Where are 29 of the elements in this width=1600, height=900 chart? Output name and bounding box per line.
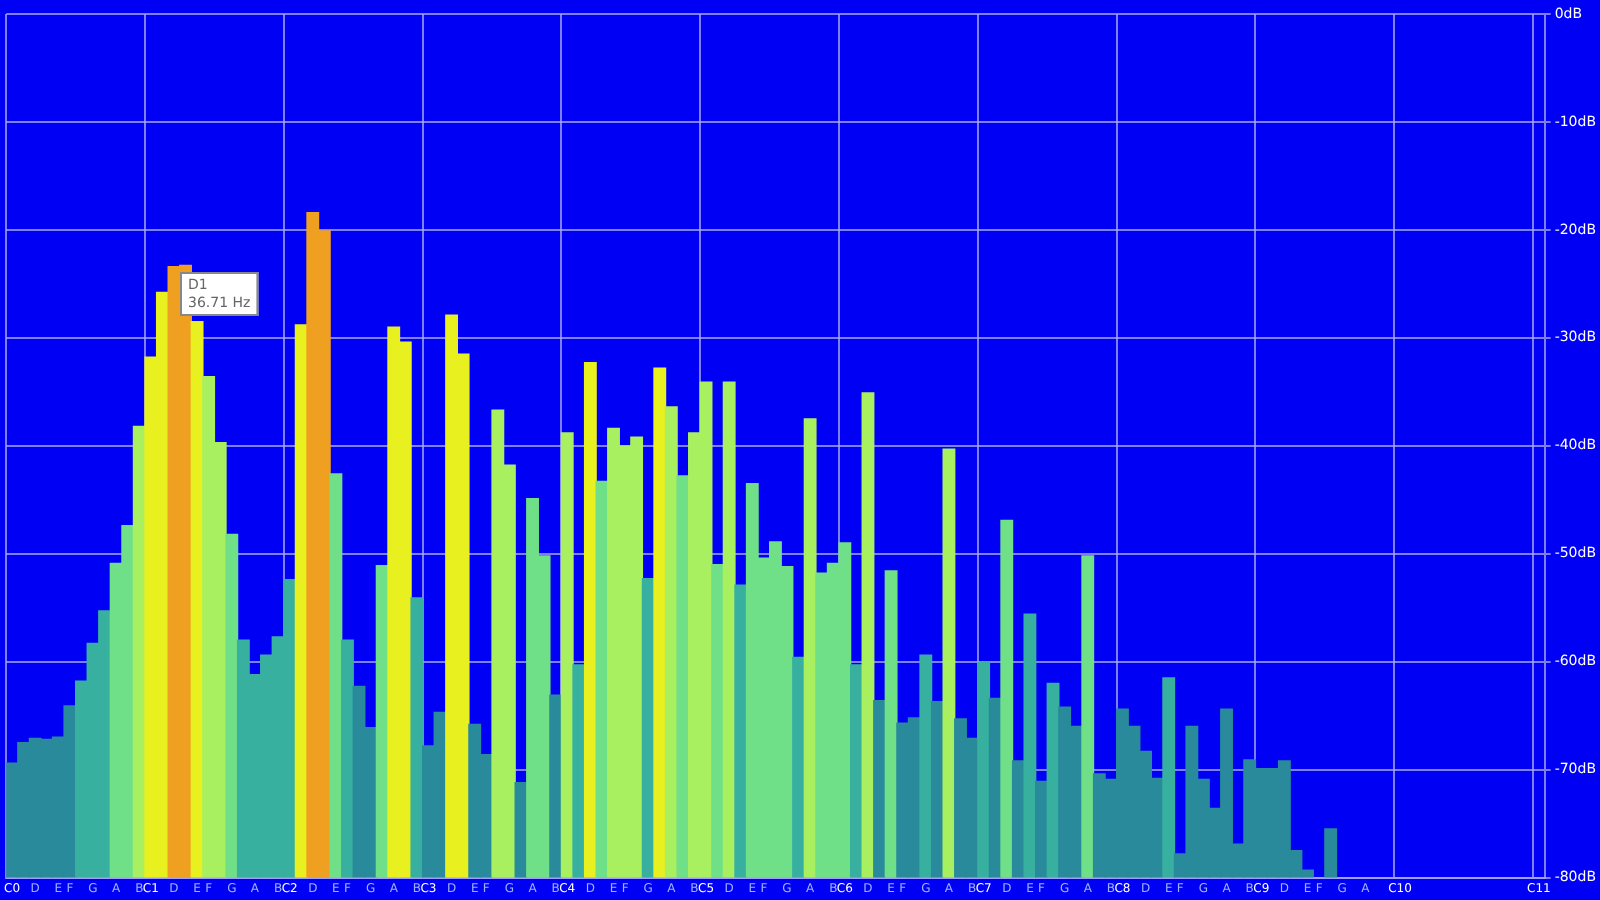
bar bbox=[873, 699, 886, 878]
bar bbox=[734, 584, 748, 878]
bar bbox=[329, 473, 343, 878]
bar bbox=[1162, 677, 1176, 878]
bar bbox=[410, 597, 424, 878]
bar bbox=[676, 475, 690, 878]
bar bbox=[942, 448, 956, 878]
bar bbox=[1023, 613, 1037, 878]
bar bbox=[595, 480, 609, 878]
bar bbox=[711, 563, 725, 878]
bar bbox=[919, 654, 933, 878]
bar bbox=[803, 418, 817, 878]
bar bbox=[977, 662, 991, 878]
bar bbox=[849, 664, 863, 878]
bar bbox=[225, 533, 239, 878]
bar bbox=[572, 664, 586, 878]
bar bbox=[930, 700, 944, 878]
bar bbox=[861, 392, 875, 878]
bar bbox=[560, 432, 574, 878]
bar bbox=[549, 694, 563, 878]
bar bbox=[792, 656, 806, 878]
bar bbox=[722, 381, 736, 878]
bar bbox=[884, 570, 898, 878]
bar bbox=[1035, 780, 1048, 878]
bar bbox=[341, 639, 354, 878]
bar bbox=[1324, 828, 1338, 878]
bar bbox=[1081, 555, 1095, 878]
bar bbox=[653, 367, 667, 878]
bar bbox=[1000, 519, 1014, 878]
